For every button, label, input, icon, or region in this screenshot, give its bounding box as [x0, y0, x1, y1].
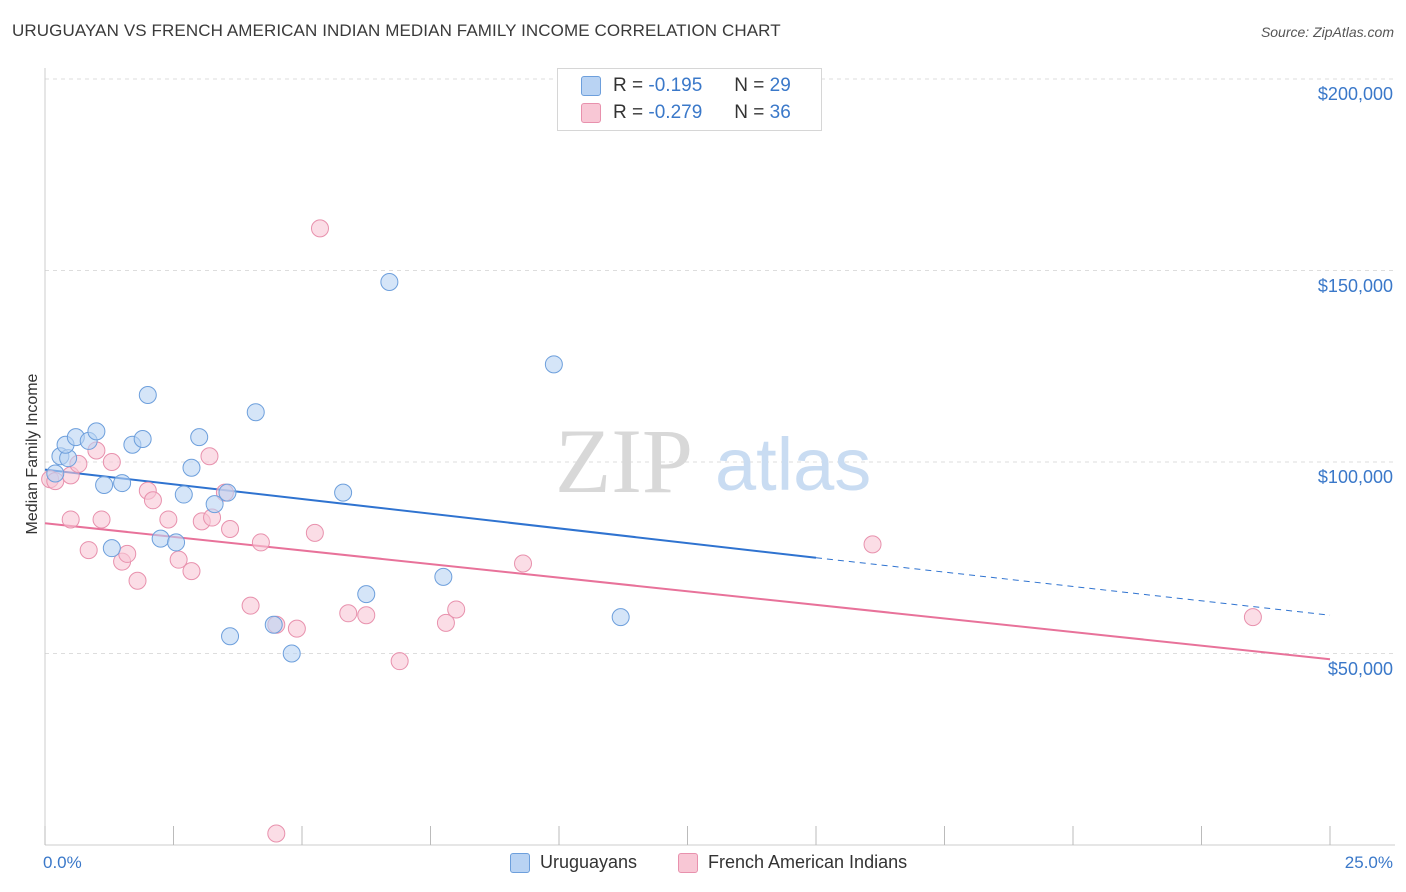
- data-points: [41, 219, 1262, 843]
- point-french-american-indian: [305, 523, 324, 542]
- point-french-american-indian: [61, 510, 80, 529]
- point-french-american-indian: [357, 606, 376, 625]
- bottom-legend-label: French American Indians: [708, 852, 908, 872]
- watermark: ZIP atlas: [555, 410, 871, 512]
- trend-line-uruguayans: [44, 468, 817, 559]
- bottom-legend-label: Uruguayans: [540, 852, 638, 872]
- point-uruguayan: [357, 585, 376, 604]
- point-uruguayan: [334, 483, 353, 502]
- point-french-american-indian: [390, 652, 409, 671]
- chart-title: URUGUAYAN VS FRENCH AMERICAN INDIAN MEDI…: [12, 21, 781, 40]
- point-uruguayan: [46, 464, 65, 483]
- point-uruguayan: [282, 644, 301, 663]
- point-french-american-indian: [118, 544, 137, 563]
- legend-swatch-pink: [581, 103, 601, 123]
- y-axis-label: Median Family Income: [24, 373, 41, 535]
- x-tick-label: 0.0%: [43, 853, 82, 872]
- point-french-american-indian: [128, 571, 147, 590]
- point-uruguayan: [611, 608, 630, 627]
- point-french-american-indian: [102, 453, 121, 471]
- point-uruguayan: [434, 567, 453, 586]
- legend-row-french-american-indians: R = -0.279 N = 36: [581, 101, 791, 125]
- point-french-american-indian: [182, 562, 201, 581]
- point-french-american-indian: [514, 554, 533, 573]
- point-french-american-indian: [863, 535, 882, 554]
- y-tick-label: $150,000: [1317, 275, 1393, 296]
- x-tick-label: 25.0%: [1344, 853, 1393, 872]
- point-french-american-indian: [251, 533, 270, 552]
- source-label: Source: ZipAtlas.com: [1260, 24, 1394, 40]
- point-uruguayan: [174, 485, 193, 504]
- point-uruguayan: [218, 483, 237, 502]
- legend-n-label: N =: [734, 75, 765, 96]
- bottom-legend-swatch-blue: [510, 852, 530, 873]
- legend-n-label: N =: [734, 102, 765, 123]
- point-french-american-indian: [143, 491, 162, 510]
- grid-lines: [45, 78, 1395, 654]
- point-french-american-indian: [447, 600, 466, 619]
- point-uruguayan: [221, 627, 240, 646]
- y-tick-label: $200,000: [1317, 84, 1393, 104]
- point-uruguayan: [246, 403, 265, 422]
- legend-n-value: 29: [769, 75, 791, 96]
- point-french-american-indian: [1243, 608, 1262, 627]
- point-uruguayan: [264, 615, 283, 634]
- bottom-legend-uruguayans: Uruguayans: [510, 852, 637, 873]
- point-french-american-indian: [287, 619, 306, 638]
- point-french-american-indian: [159, 510, 178, 529]
- trend-line-uruguayans-extension: [815, 557, 1331, 616]
- point-uruguayan: [138, 385, 157, 404]
- point-french-american-indian: [169, 550, 188, 569]
- point-uruguayan: [133, 430, 152, 449]
- point-french-american-indian: [92, 510, 111, 529]
- point-french-american-indian: [267, 824, 286, 843]
- point-uruguayan: [205, 495, 224, 514]
- point-uruguayan: [87, 422, 106, 441]
- point-uruguayan: [95, 475, 114, 494]
- point-french-american-indian: [339, 604, 358, 623]
- legend-n-value: 36: [769, 102, 791, 123]
- bottom-legend-swatch-pink: [678, 852, 698, 873]
- point-french-american-indian: [200, 447, 219, 466]
- watermark-atlas: atlas: [715, 423, 871, 506]
- legend-r-value: -0.195: [648, 75, 703, 96]
- legend-r-value: -0.279: [648, 102, 703, 123]
- point-uruguayan: [544, 355, 563, 374]
- correlation-legend: R = -0.195 N = 29 R = -0.279 N = 36: [557, 68, 822, 131]
- legend-r-label: R =: [613, 75, 644, 96]
- point-french-american-indian: [310, 219, 329, 238]
- legend-row-uruguayans: R = -0.195 N = 29: [581, 74, 791, 98]
- point-uruguayan: [182, 458, 201, 477]
- point-uruguayan: [151, 529, 170, 548]
- point-french-american-indian: [221, 520, 240, 539]
- point-uruguayan: [102, 539, 121, 558]
- point-uruguayan: [113, 474, 132, 493]
- y-tick-label: $50,000: [1327, 658, 1393, 679]
- point-uruguayan: [380, 272, 399, 291]
- legend-r-label: R =: [613, 102, 644, 123]
- point-french-american-indian: [241, 596, 260, 615]
- y-tick-label: $100,000: [1317, 467, 1393, 487]
- point-uruguayan: [167, 533, 186, 552]
- legend-swatch-blue: [581, 76, 601, 96]
- axes: [44, 68, 1395, 846]
- point-french-american-indian: [79, 541, 98, 560]
- point-uruguayan: [190, 428, 209, 447]
- point-french-american-indian: [436, 613, 455, 632]
- bottom-legend-french-american-indians: French American Indians: [678, 852, 907, 873]
- watermark-zip: ZIP: [555, 410, 693, 512]
